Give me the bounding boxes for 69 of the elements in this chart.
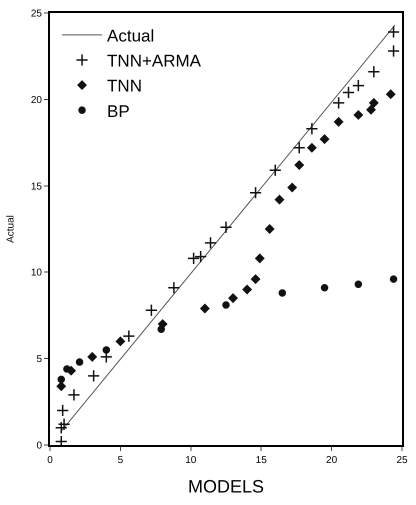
y-tick-label: 25 [30, 8, 42, 20]
x-axis-title: MODELS [188, 476, 264, 497]
point [56, 404, 70, 417]
point [87, 370, 100, 382]
point [102, 346, 110, 354]
point [250, 274, 260, 284]
point [268, 164, 282, 177]
point [88, 352, 97, 362]
point [265, 224, 274, 234]
x-tick-label: 5 [118, 455, 124, 466]
x-tick-label: 15 [256, 455, 268, 466]
point [54, 421, 68, 434]
legend-label: Actual [107, 26, 154, 46]
point [194, 250, 208, 263]
point [334, 117, 344, 127]
y-tick-label: 5 [36, 354, 42, 366]
point [255, 254, 264, 264]
point [366, 105, 376, 114]
point [278, 289, 286, 297]
x-tick-label: 25 [396, 455, 408, 466]
point [292, 141, 306, 154]
point [242, 284, 252, 294]
point [332, 96, 345, 110]
point [386, 90, 396, 99]
point [249, 186, 262, 200]
point [228, 293, 238, 303]
point [306, 122, 318, 136]
point [387, 26, 400, 38]
point [145, 304, 158, 317]
point [274, 194, 284, 204]
point [367, 65, 380, 78]
legend-label: TNN [107, 76, 142, 96]
point [387, 44, 400, 58]
x-tick-label: 0 [47, 455, 54, 466]
point [369, 98, 378, 108]
point [76, 358, 84, 366]
point [157, 325, 165, 333]
point [187, 252, 200, 265]
point [116, 336, 126, 346]
point [354, 110, 363, 120]
point [204, 236, 217, 250]
point [320, 284, 328, 292]
point [307, 143, 317, 152]
x-tick-label: 20 [326, 455, 338, 466]
point [354, 280, 362, 288]
point [168, 281, 180, 294]
point [220, 220, 232, 234]
point [58, 376, 66, 384]
y-tick-label: 20 [30, 94, 42, 106]
point [56, 382, 66, 391]
point [294, 160, 304, 170]
point [122, 330, 136, 342]
point [342, 86, 355, 99]
legend-label: TNN+ARMA [107, 52, 202, 71]
point [288, 182, 297, 192]
y-tick-label: 15 [30, 181, 42, 192]
point [222, 301, 230, 309]
legend-label: BP [107, 102, 130, 121]
y-axis-title: Actual [5, 215, 16, 243]
y-tick-label: 10 [30, 268, 42, 279]
point [200, 304, 210, 314]
point [58, 418, 70, 431]
point [352, 79, 365, 92]
y-tick-label: 0 [36, 440, 42, 452]
point [63, 365, 71, 373]
point [390, 275, 398, 283]
point [68, 388, 80, 402]
x-tick-label: 10 [185, 455, 197, 466]
point [320, 134, 330, 144]
